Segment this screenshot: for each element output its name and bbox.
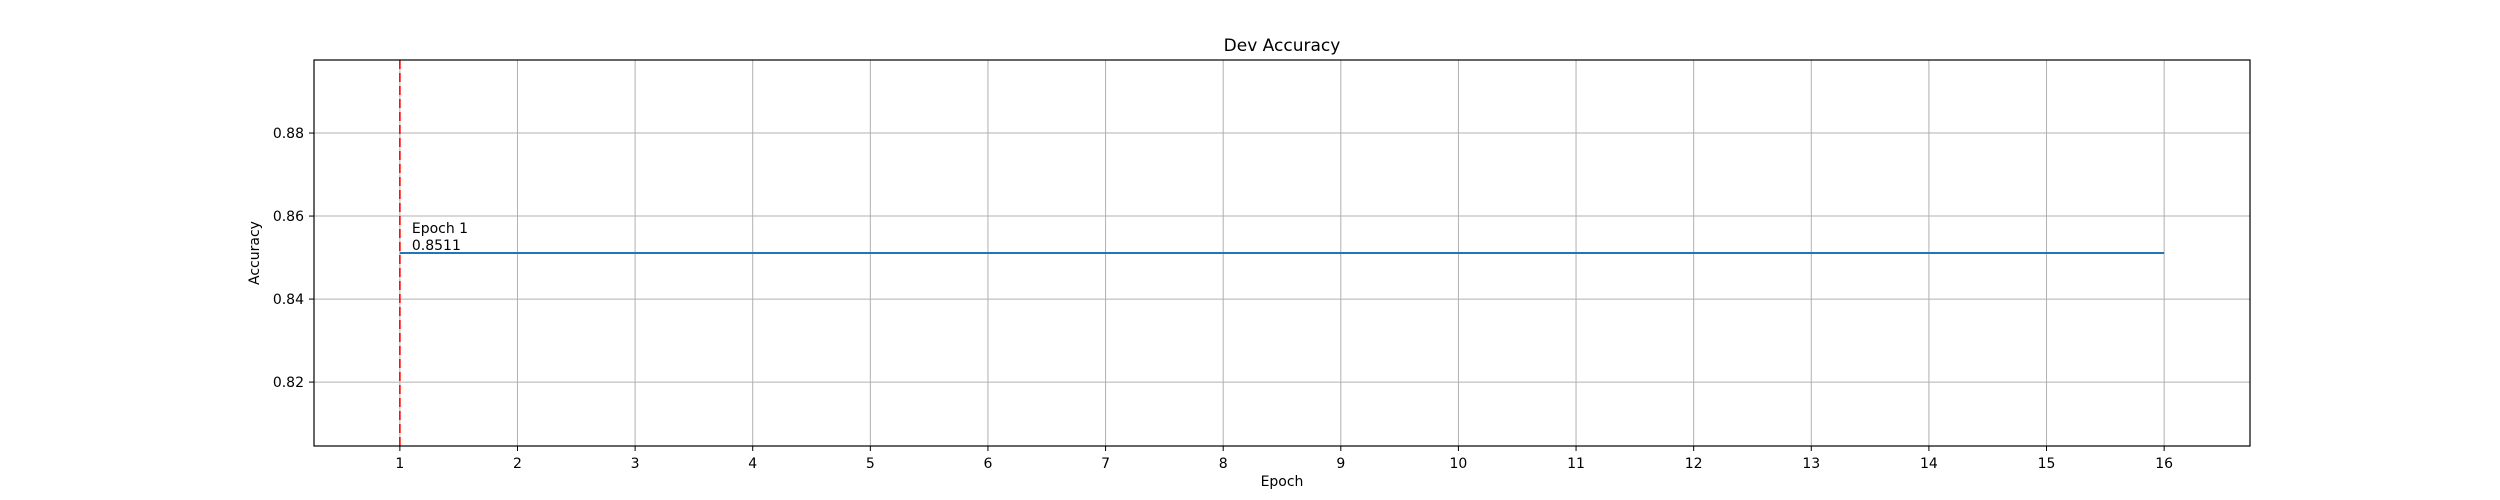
x-tick-label: 12 (1685, 456, 1703, 472)
y-tick-label: 0.86 (273, 209, 304, 225)
x-tick-label: 9 (1336, 456, 1345, 472)
x-tick-label: 1 (395, 456, 404, 472)
x-tick-label: 8 (1219, 456, 1228, 472)
x-tick-label: 5 (866, 456, 875, 472)
axes-frame (313, 59, 2251, 447)
annotation: Epoch 1 0.8511 (412, 221, 468, 254)
annotation-epoch-label: Epoch 1 (412, 221, 468, 237)
y-tick-label: 0.84 (273, 292, 304, 308)
x-axis-label: Epoch (1261, 474, 1304, 490)
x-tick-label: 6 (983, 456, 992, 472)
y-tick-label: 0.82 (273, 375, 304, 391)
x-tick-label: 15 (2038, 456, 2056, 472)
x-tick-label: 14 (1920, 456, 1938, 472)
chart-title: Dev Accuracy (1224, 36, 1341, 56)
x-tick-label: 4 (748, 456, 757, 472)
x-tick-label: 13 (1802, 456, 1820, 472)
x-tick-label: 3 (631, 456, 640, 472)
x-tick-label: 2 (513, 456, 522, 472)
y-tick-label: 0.88 (273, 126, 304, 142)
x-tick-label: 7 (1101, 456, 1110, 472)
plot-area (399, 60, 2165, 446)
ticks: 1 2 3 4 5 6 7 8 9 10 11 12 13 14 15 160.820.840.860.88 (273, 126, 2173, 472)
x-tick-label: 11 (1567, 456, 1585, 472)
y-axis-label: Accuracy (247, 221, 263, 285)
x-tick-label: 16 (2155, 456, 2173, 472)
x-tick-label: 10 (1450, 456, 1468, 472)
annotation-value-label: 0.8511 (412, 238, 461, 254)
